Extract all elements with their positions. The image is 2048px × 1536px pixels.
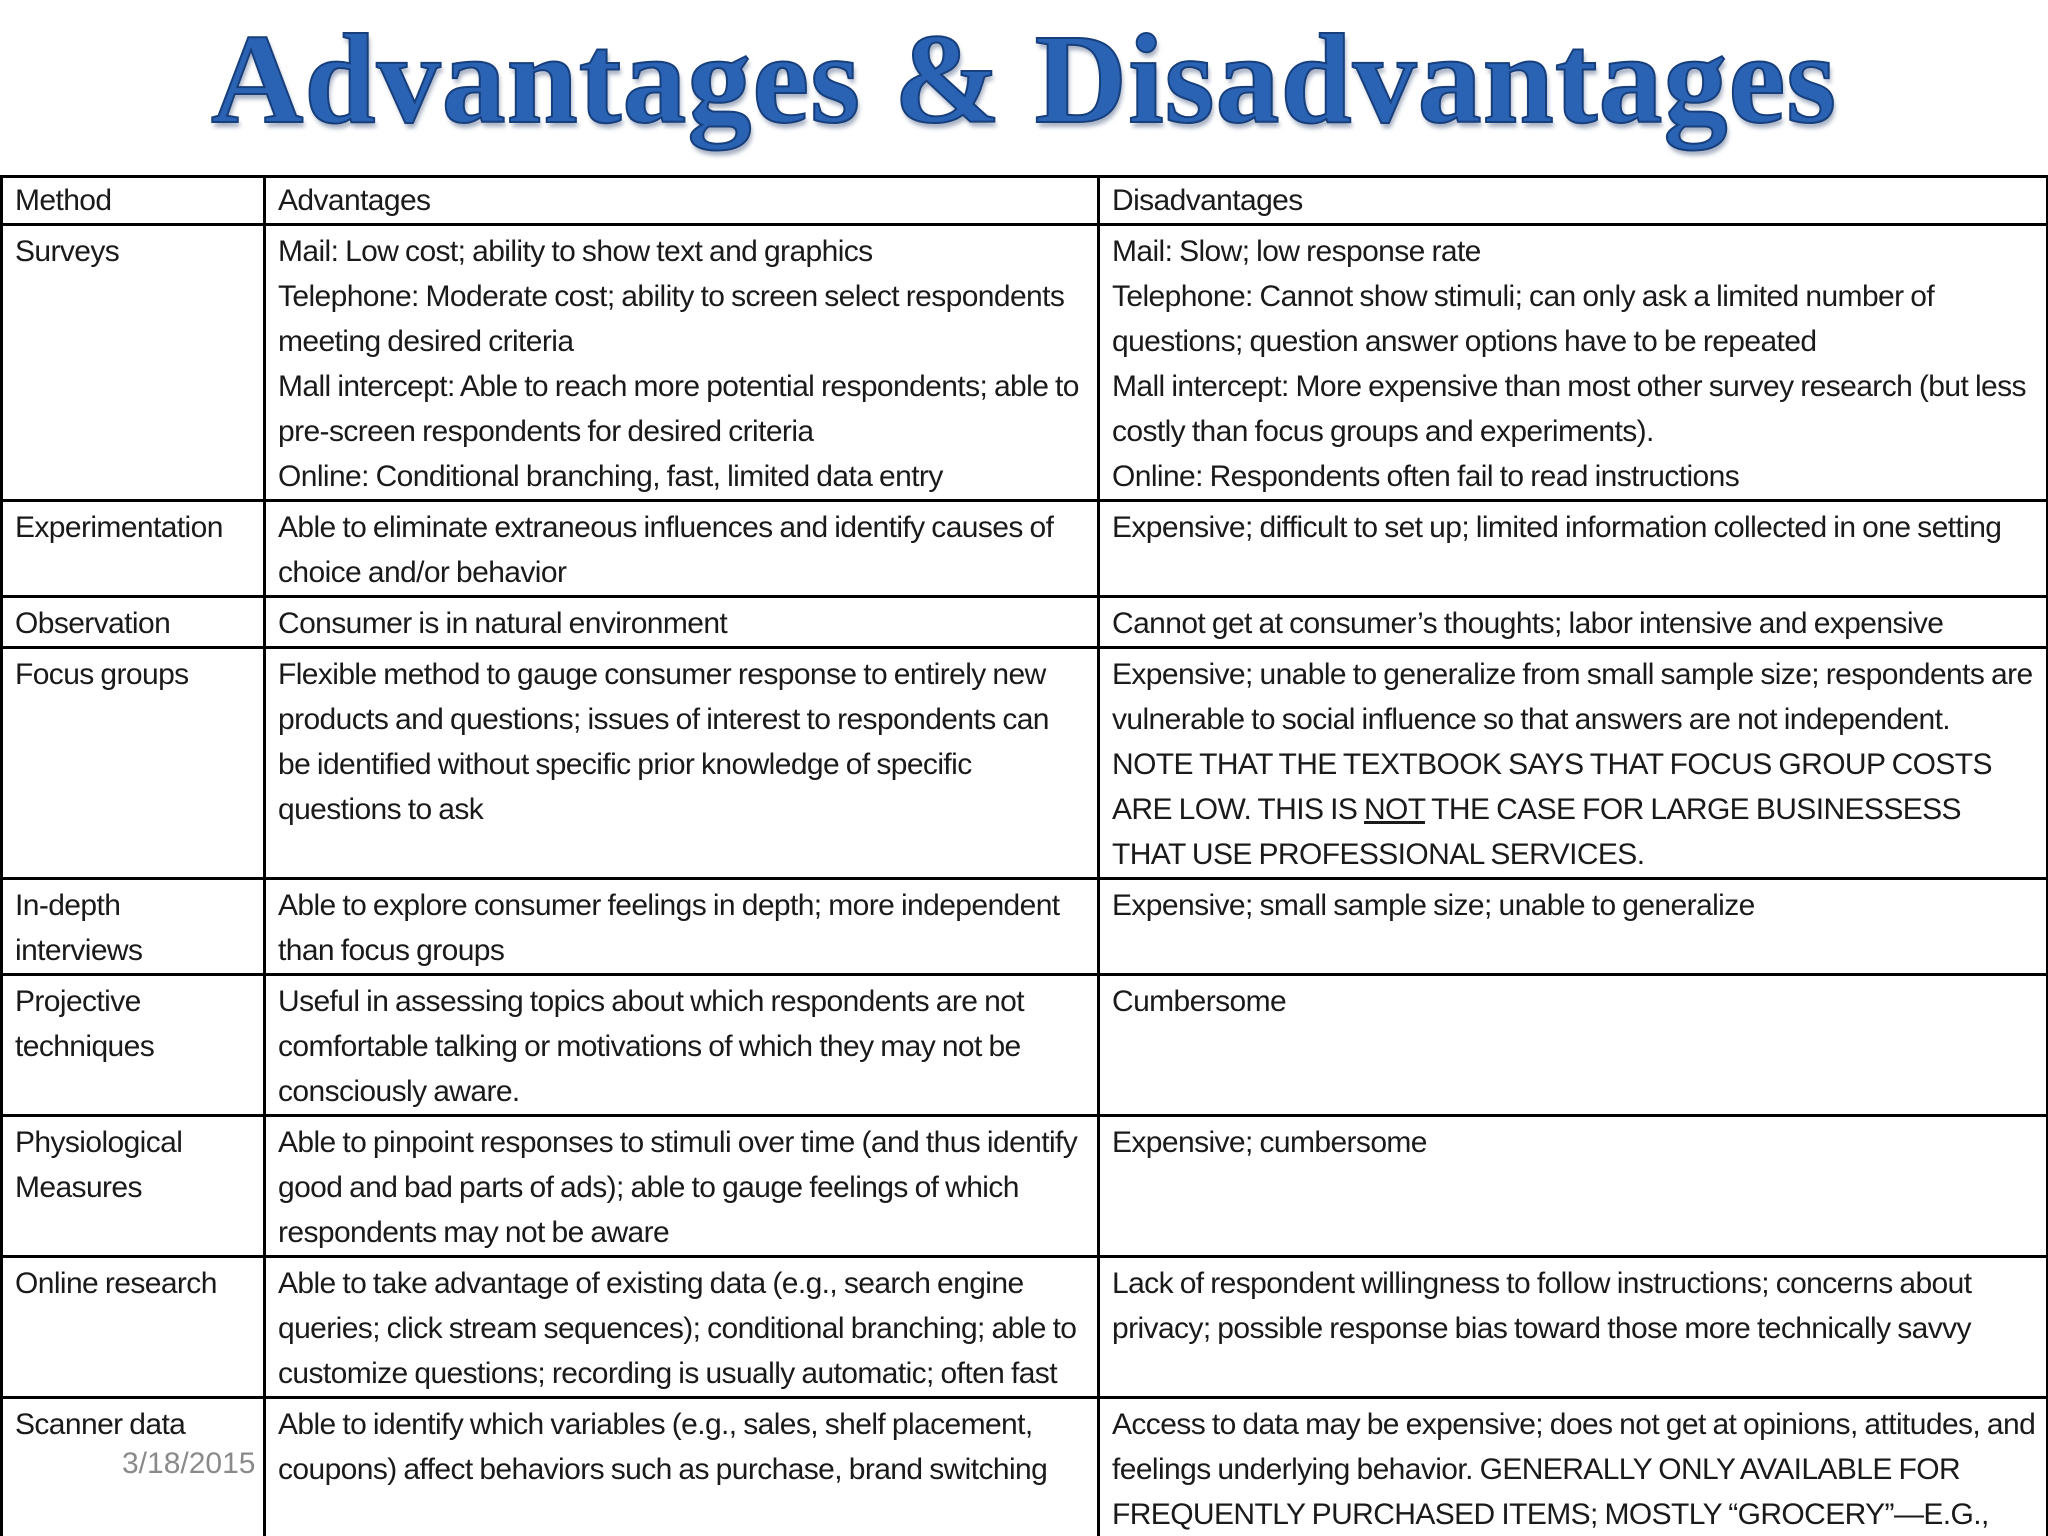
disadvantages-cell: Cannot get at consumer’s thoughts; labor… <box>1097 595 2048 649</box>
table-row: Online research Able to take advantage o… <box>0 1255 2048 1399</box>
table-row: Observation Consumer is in natural envir… <box>0 595 2048 649</box>
disadvantages-cell: Expensive; unable to generalize from sma… <box>1097 646 2048 880</box>
advantages-cell: Useful in assessing topics about which r… <box>263 973 1100 1117</box>
method-cell: Physiological Measures <box>0 1114 266 1258</box>
advantages-cell: Mail: Low cost; ability to show text and… <box>263 223 1100 502</box>
advantage-line: Online: Conditional branching, fast, lim… <box>278 460 943 493</box>
disadvantages-cell: Expensive; difficult to set up; limited … <box>1097 499 2048 598</box>
advantages-cell: Able to take advantage of existing data … <box>263 1255 1100 1399</box>
header-method: Method <box>0 175 266 226</box>
advantages-cell: Able to explore consumer feelings in dep… <box>263 877 1100 976</box>
advantage-line: Telephone: Moderate cost; ability to scr… <box>278 280 1065 358</box>
table-row: Focus groups Flexible method to gauge co… <box>0 646 2048 880</box>
table-row: Projective techniques Useful in assessin… <box>0 973 2048 1117</box>
header-advantages: Advantages <box>263 175 1100 226</box>
header-disadvantages: Disadvantages <box>1097 175 2048 226</box>
method-cell: In-depth interviews <box>0 877 266 976</box>
method-cell: Focus groups <box>0 646 266 880</box>
advantages-cell: Flexible method to gauge consumer respon… <box>263 646 1100 880</box>
disadvantage-text: THE CASE FOR LARGE BUSINESSESS THAT USE … <box>1112 793 1962 871</box>
advantage-line: Mall intercept: Able to reach more poten… <box>278 370 1079 448</box>
method-cell: Experimentation <box>0 499 266 598</box>
method-cell: Scanner data <box>0 1396 266 1536</box>
disadvantages-cell: Access to data may be expensive; does no… <box>1097 1396 2048 1536</box>
methods-table: Method Advantages Disadvantages Surveys … <box>0 175 2048 1536</box>
table-header-row: Method Advantages Disadvantages <box>0 175 2048 226</box>
slide-title: Advantages & Disadvantages <box>210 7 1838 151</box>
disadvantage-line: Telephone: Cannot show stimuli; can only… <box>1112 280 1935 358</box>
disadvantages-cell: Lack of respondent willingness to follow… <box>1097 1255 2048 1399</box>
disadvantages-cell: Expensive; cumbersome <box>1097 1114 2048 1258</box>
method-cell: Observation <box>0 595 266 649</box>
method-cell: Projective techniques <box>0 973 266 1117</box>
slide-date: 3/18/2015 <box>122 1447 256 1480</box>
table-row: In-depth interviews Able to explore cons… <box>0 877 2048 976</box>
method-cell: Surveys <box>0 223 266 502</box>
disadvantage-line: Mall intercept: More expensive than most… <box>1112 370 2026 448</box>
advantages-cell: Able to pinpoint responses to stimuli ov… <box>263 1114 1100 1258</box>
disadvantages-cell: Expensive; small sample size; unable to … <box>1097 877 2048 976</box>
disadvantages-cell: Cumbersome <box>1097 973 2048 1117</box>
table-row: Scanner data Able to identify which vari… <box>0 1396 2048 1536</box>
disadvantages-cell: Mail: Slow; low response rate Telephone:… <box>1097 223 2048 502</box>
advantages-cell: Able to eliminate extraneous influences … <box>263 499 1100 598</box>
disadvantage-text: Expensive; unable to generalize from sma… <box>1112 658 2033 826</box>
disadvantage-line: Online: Respondents often fail to read i… <box>1112 460 1740 493</box>
table-row: Physiological Measures Able to pinpoint … <box>0 1114 2048 1258</box>
advantages-cell: Able to identify which variables (e.g., … <box>263 1396 1100 1536</box>
table-row: Surveys Mail: Low cost; ability to show … <box>0 223 2048 502</box>
disadvantage-line: Mail: Slow; low response rate <box>1112 235 1481 268</box>
method-cell: Online research <box>0 1255 266 1399</box>
advantages-cell: Consumer is in natural environment <box>263 595 1100 649</box>
advantage-line: Mail: Low cost; ability to show text and… <box>278 235 873 268</box>
table-row: Experimentation Able to eliminate extran… <box>0 499 2048 598</box>
emphasis-not: NOT <box>1363 793 1426 826</box>
